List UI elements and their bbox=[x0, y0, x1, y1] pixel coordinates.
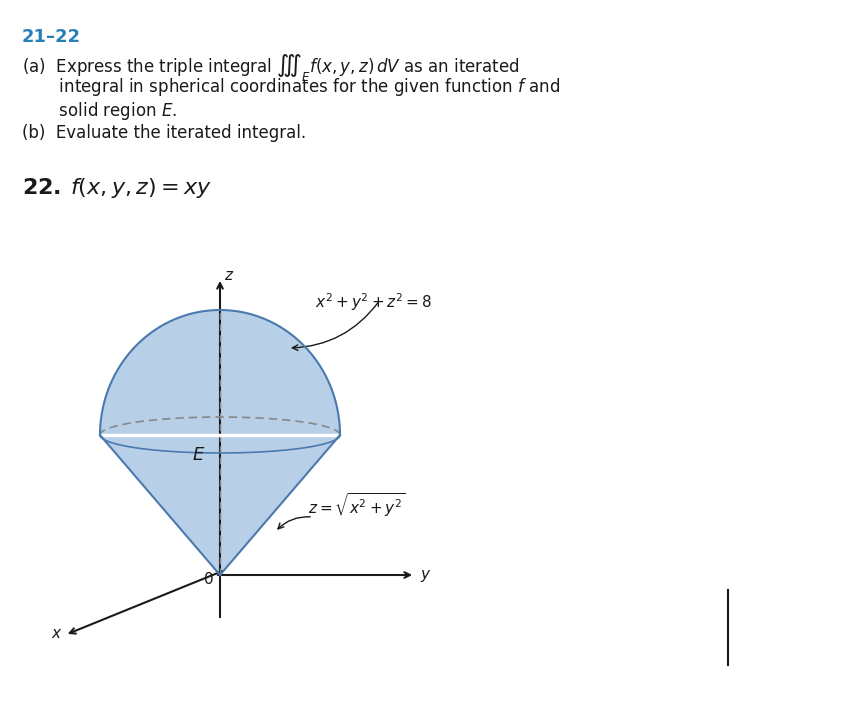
Text: $x^2 + y^2 + z^2 = 8$: $x^2 + y^2 + z^2 = 8$ bbox=[315, 291, 432, 313]
Polygon shape bbox=[100, 310, 340, 575]
Text: z: z bbox=[224, 268, 232, 283]
Text: x: x bbox=[51, 626, 60, 641]
Text: y: y bbox=[420, 568, 429, 583]
Text: solid region $E$.: solid region $E$. bbox=[22, 100, 177, 122]
Text: 0: 0 bbox=[204, 573, 214, 588]
Text: $z = \sqrt{x^2 + y^2}$: $z = \sqrt{x^2 + y^2}$ bbox=[308, 491, 406, 518]
Text: 21–22: 21–22 bbox=[22, 28, 81, 46]
Text: (b)  Evaluate the iterated integral.: (b) Evaluate the iterated integral. bbox=[22, 124, 306, 142]
Text: (a)  Express the triple integral $\iiint_E f(x, y, z)\, dV$ as an iterated: (a) Express the triple integral $\iiint_… bbox=[22, 52, 519, 83]
Text: $f(x, y, z) = xy$: $f(x, y, z) = xy$ bbox=[70, 176, 212, 200]
Text: $\mathbf{22.}$: $\mathbf{22.}$ bbox=[22, 178, 61, 198]
Text: $E$: $E$ bbox=[192, 446, 206, 464]
Text: integral in spherical coordinates for the given function $f$ and: integral in spherical coordinates for th… bbox=[22, 76, 560, 98]
